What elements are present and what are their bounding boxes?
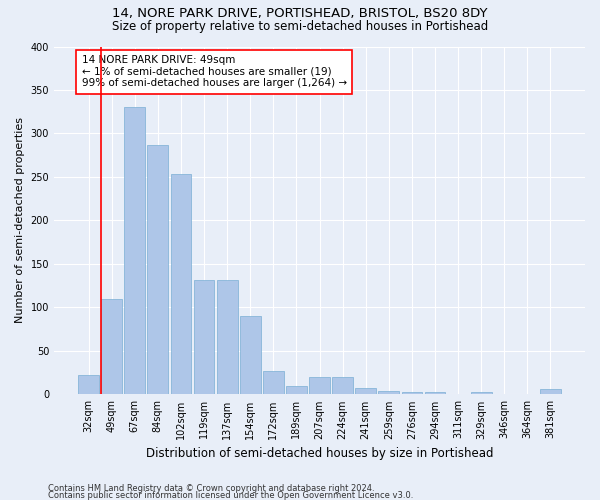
Bar — [170, 174, 191, 394]
Text: 14 NORE PARK DRIVE: 49sqm
← 1% of semi-detached houses are smaller (19)
99% of s: 14 NORE PARK DRIVE: 49sqm ← 1% of semi-d… — [82, 55, 347, 88]
Bar — [401, 392, 422, 394]
Bar — [240, 316, 260, 394]
Bar — [471, 392, 491, 394]
Text: 14, NORE PARK DRIVE, PORTISHEAD, BRISTOL, BS20 8DY: 14, NORE PARK DRIVE, PORTISHEAD, BRISTOL… — [112, 8, 488, 20]
Bar — [263, 371, 284, 394]
Bar — [101, 298, 122, 394]
Bar — [217, 280, 238, 394]
X-axis label: Distribution of semi-detached houses by size in Portishead: Distribution of semi-detached houses by … — [146, 447, 493, 460]
Bar — [148, 145, 168, 394]
Bar — [540, 389, 561, 394]
Bar — [379, 391, 399, 394]
Text: Contains HM Land Registry data © Crown copyright and database right 2024.: Contains HM Land Registry data © Crown c… — [48, 484, 374, 493]
Bar — [355, 388, 376, 394]
Bar — [78, 376, 99, 394]
Bar — [332, 377, 353, 394]
Bar — [124, 108, 145, 395]
Bar — [286, 386, 307, 394]
Y-axis label: Number of semi-detached properties: Number of semi-detached properties — [15, 118, 25, 324]
Text: Size of property relative to semi-detached houses in Portishead: Size of property relative to semi-detach… — [112, 20, 488, 33]
Text: Contains public sector information licensed under the Open Government Licence v3: Contains public sector information licen… — [48, 491, 413, 500]
Bar — [309, 377, 330, 394]
Bar — [194, 280, 214, 394]
Bar — [425, 392, 445, 394]
